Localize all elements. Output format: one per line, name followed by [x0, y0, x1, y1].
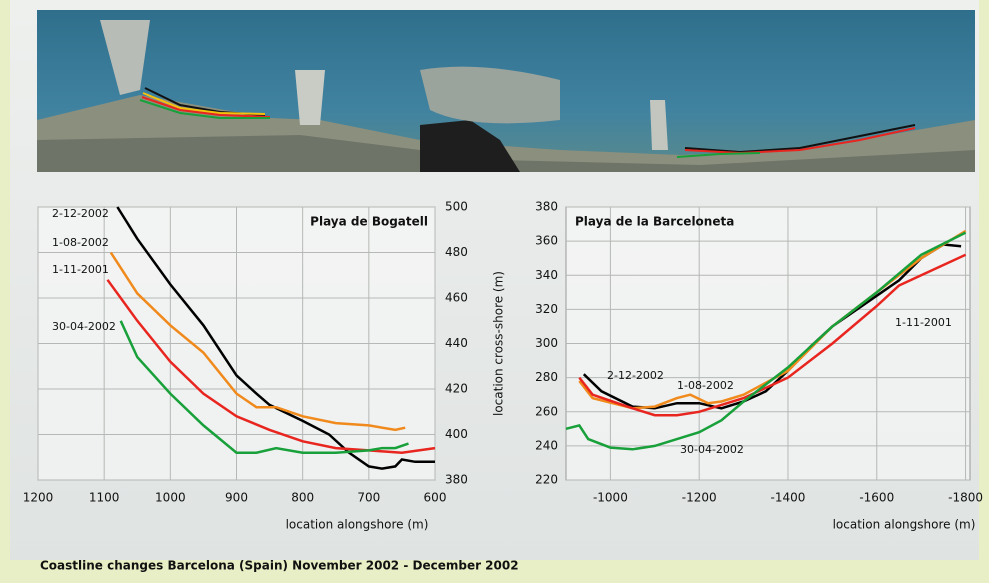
series-label: 30-04-2002: [52, 320, 116, 333]
x-tick-label: 800: [291, 491, 314, 505]
y-axis-label: location cross-shore (m): [492, 271, 506, 416]
series-label: 1-08-2002: [677, 379, 734, 392]
chart-title: Playa de la Barceloneta: [575, 215, 734, 229]
y-tick-label: 500: [445, 200, 468, 214]
y-tick-label: 360: [535, 234, 558, 248]
y-tick-label: 420: [445, 382, 468, 396]
x-tick-label: -1800: [948, 491, 983, 505]
y-tick-label: 460: [445, 291, 468, 305]
y-tick-label: 440: [445, 336, 468, 350]
series-label: 2-12-2002: [607, 369, 664, 382]
x-tick-label: 1100: [89, 491, 120, 505]
x-tick-label: -1200: [682, 491, 717, 505]
y-tick-label: 280: [535, 370, 558, 384]
y-tick-label: 220: [535, 473, 558, 487]
y-tick-label: 380: [445, 473, 468, 487]
y-tick-label: 380: [535, 200, 558, 214]
aerial-photo: [37, 10, 975, 172]
series-line: [106, 279, 436, 454]
series-label: 30-04-2002: [680, 443, 744, 456]
series-line: [109, 251, 406, 432]
series-label: 1-11-2001: [52, 263, 109, 276]
x-axis-label: location alongshore (m): [833, 518, 976, 532]
series-line: [116, 206, 435, 470]
series-label: 1-11-2001: [895, 316, 952, 329]
x-axis-label: location alongshore (m): [286, 518, 429, 532]
y-tick-label: 340: [535, 268, 558, 282]
series-label: 1-08-2002: [52, 236, 109, 249]
y-tick-label: 300: [535, 336, 558, 350]
x-tick-label: -1400: [771, 491, 806, 505]
y-tick-label: 320: [535, 302, 558, 316]
x-tick-label: 1200: [23, 491, 54, 505]
caption: Coastline changes Barcelona (Spain) Nove…: [40, 559, 519, 573]
x-tick-label: 600: [424, 491, 447, 505]
x-tick-label: 1000: [155, 491, 186, 505]
x-tick-label: -1600: [859, 491, 894, 505]
y-tick-label: 240: [535, 438, 558, 452]
x-tick-label: -1000: [593, 491, 628, 505]
series-label: 2-12-2002: [52, 207, 109, 220]
series-line: [565, 231, 967, 451]
x-tick-label: 900: [225, 491, 248, 505]
series-line: [578, 253, 967, 417]
y-tick-label: 260: [535, 404, 558, 418]
y-tick-label: 400: [445, 427, 468, 441]
x-tick-label: 700: [357, 491, 380, 505]
chart-title: Playa de Bogatell: [310, 215, 428, 229]
y-tick-label: 480: [445, 245, 468, 259]
series-line: [119, 320, 409, 454]
